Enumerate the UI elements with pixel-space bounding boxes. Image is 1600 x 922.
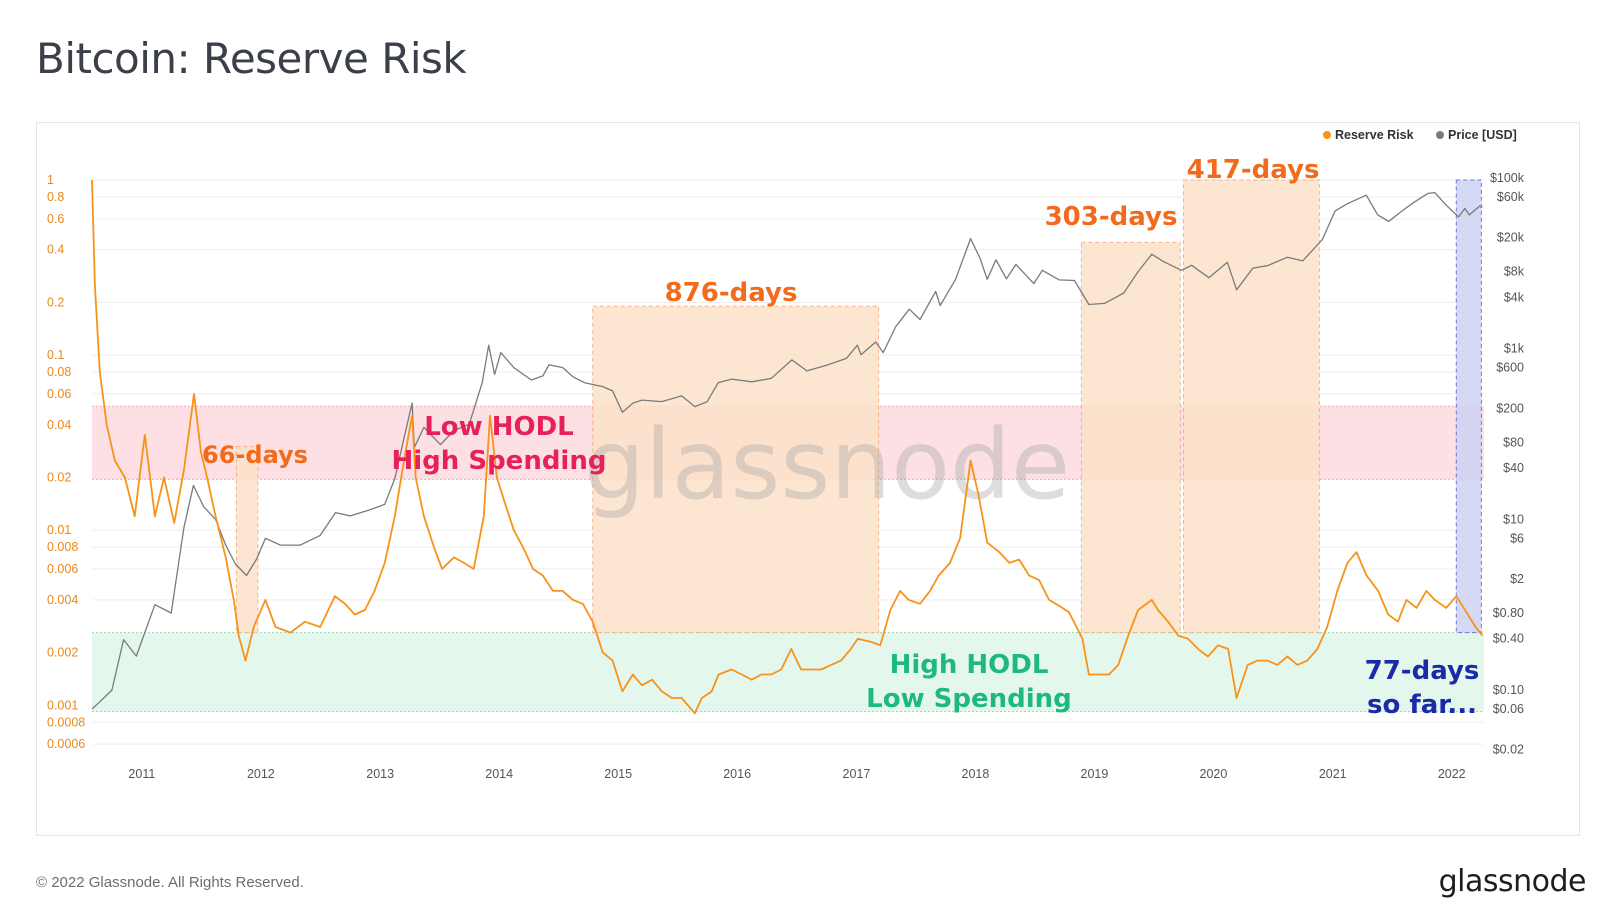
annotation-label-303: 303-days	[1045, 202, 1178, 232]
y-right-tick-label: $200	[1496, 401, 1524, 415]
y-left-tick-label: 0.0008	[47, 715, 85, 729]
y-right-tick-label: $10	[1503, 512, 1524, 526]
y-right-tick-label: $0.10	[1493, 683, 1524, 697]
y-left-tick-label: 0.4	[47, 243, 64, 257]
y-left-tick-label: 0.06	[47, 387, 71, 401]
annotation-label-high1: High HODL	[890, 650, 1049, 680]
y-right-tick-label: $80	[1503, 435, 1524, 449]
period-box-303-days	[1080, 241, 1181, 634]
annotation-label-66: 66-days	[202, 441, 308, 469]
x-tick-label: 2020	[1200, 767, 1228, 781]
y-right-tick-label: $8k	[1504, 265, 1525, 279]
x-tick-label: 2018	[962, 767, 990, 781]
y-axis-left: 1 0.8 0.6 0.4 0.2 0.1 0.08 0.06 0.04 0.02 0.01 0.00…	[47, 173, 85, 751]
x-tick-label: 2011	[128, 767, 155, 781]
y-left-tick-label: 0.6	[47, 212, 64, 226]
period-box-66-days	[235, 446, 259, 634]
chart-frame: glassnode 1 0.8 0.6 0.4 0.2 0.1 0.08 0.06 0.04 0.0…	[36, 122, 1580, 836]
y-right-tick-label: $0.02	[1493, 743, 1524, 757]
y-right-tick-label: $4k	[1504, 290, 1525, 304]
x-tick-label: 2014	[485, 767, 513, 781]
y-left-tick-label: 0.01	[47, 523, 71, 537]
annotation-labels: 66-days 876-days 303-days 417-days Low HODL H…	[202, 155, 1479, 720]
legend-label: Price [USD]	[1448, 128, 1517, 142]
annotation-label-high2: Low Spending	[866, 684, 1072, 714]
y-right-tick-label: $1k	[1504, 342, 1525, 356]
y-left-tick-label: 0.2	[47, 295, 64, 309]
y-axis-right: $100k $60k $20k $8k $4k $1k $600 $200 $80 $40 $10 $…	[1490, 171, 1525, 757]
watermark: glassnode	[584, 409, 1070, 521]
y-right-tick-label: $100k	[1490, 171, 1525, 185]
price-line	[91, 191, 1483, 710]
y-right-tick-label: $0.40	[1493, 632, 1524, 646]
annotation-label-low1: Low HODL	[424, 412, 574, 442]
y-left-tick-label: 0.02	[47, 470, 71, 484]
x-tick-label: 2022	[1438, 767, 1466, 781]
x-tick-label: 2021	[1319, 767, 1347, 781]
y-left-tick-label: 1	[47, 173, 54, 187]
legend-marker	[1436, 131, 1444, 139]
period-box-417-days	[1182, 179, 1320, 634]
y-right-tick-label: $40	[1503, 461, 1524, 475]
x-tick-label: 2016	[723, 767, 751, 781]
y-left-tick-label: 0.0006	[47, 737, 85, 751]
annotation-label-876: 876-days	[665, 278, 798, 308]
y-right-tick-label: $600	[1496, 361, 1524, 375]
y-left-tick-label: 0.002	[47, 646, 78, 660]
brand-logo: glassnode	[1438, 864, 1587, 899]
x-tick-label: 2012	[247, 767, 275, 781]
y-right-tick-label: $20k	[1497, 231, 1525, 245]
y-left-tick-label: 0.006	[47, 562, 78, 576]
legend: Reserve Risk Price [USD]	[1323, 128, 1517, 142]
y-right-tick-label: $0.06	[1493, 702, 1524, 716]
y-left-tick-label: 0.8	[47, 190, 64, 204]
x-tick-label: 2019	[1081, 767, 1109, 781]
page-title: Bitcoin: Reserve Risk	[36, 34, 467, 83]
legend-label: Reserve Risk	[1335, 128, 1414, 142]
y-right-tick-label: $6	[1510, 531, 1524, 545]
x-tick-label: 2013	[366, 767, 394, 781]
y-left-tick-label: 0.08	[47, 365, 71, 379]
y-left-tick-label: 0.04	[47, 418, 71, 432]
annotation-label-77b: so far...	[1367, 690, 1477, 720]
y-right-tick-label: $0.80	[1493, 606, 1524, 620]
copyright-text: © 2022 Glassnode. All Rights Reserved.	[36, 874, 304, 891]
y-left-tick-label: 0.1	[47, 348, 64, 362]
annotation-label-low2: High Spending	[392, 446, 607, 476]
annotation-label-417: 417-days	[1187, 155, 1320, 185]
legend-marker	[1323, 131, 1331, 139]
y-left-tick-label: 0.001	[47, 698, 78, 712]
period-box-77-days-so-far-	[1455, 179, 1482, 634]
reserve-risk-chart: glassnode 1 0.8 0.6 0.4 0.2 0.1 0.08 0.06 0.04 0.0…	[47, 128, 1525, 781]
x-tick-label: 2015	[604, 767, 632, 781]
y-right-tick-label: $2	[1510, 572, 1524, 586]
y-left-tick-label: 0.004	[47, 593, 78, 607]
y-left-tick-label: 0.008	[47, 540, 78, 554]
x-tick-label: 2017	[843, 767, 871, 781]
period-box-876-days	[592, 305, 880, 634]
y-right-tick-label: $60k	[1497, 190, 1525, 204]
band-high-hodl	[92, 632, 1484, 712]
x-axis: 2011 2012 2013 2014 2015 2016 2017 2018 2019 2020…	[128, 767, 1465, 781]
reserve-risk-line	[91, 179, 1484, 715]
annotation-label-77a: 77-days	[1365, 656, 1480, 686]
